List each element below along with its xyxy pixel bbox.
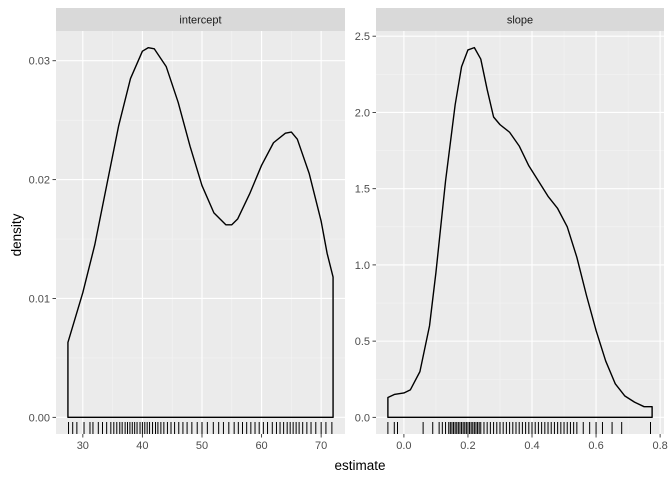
density-curve-intercept <box>67 46 334 419</box>
facet-slope: slope 0.0 0.2 0.4 0.6 0.8 0.0 0.5 1.0 1.5 2.0 2.5 <box>355 8 668 452</box>
panel-background-slope <box>376 31 664 434</box>
x-axis-title: estimate <box>334 458 385 473</box>
y-tick-label: 0.03 <box>29 56 50 68</box>
facet-intercept: intercept 30 40 50 60 70 0.00 0.01 0.02 0.03 <box>29 8 345 452</box>
strip-label-intercept: intercept <box>179 15 221 27</box>
panel-background-intercept <box>56 31 345 434</box>
x-tick-label: 40 <box>136 440 148 452</box>
y-tick-label: 1.5 <box>355 184 370 196</box>
density-curve-slope <box>387 46 653 419</box>
x-tick-label: 0.4 <box>524 440 539 452</box>
y-tick-label: 0.02 <box>29 175 50 187</box>
x-tick-label: 0.2 <box>460 440 475 452</box>
x-tick-label: 60 <box>255 440 267 452</box>
x-tick-label: 70 <box>315 440 327 452</box>
y-tick-label: 0.5 <box>355 336 370 348</box>
strip-label-slope: slope <box>507 15 533 27</box>
strip-slope <box>376 8 664 31</box>
x-tick-label: 30 <box>77 440 89 452</box>
y-tick-label: 1.0 <box>355 260 370 272</box>
x-tick-label: 0.0 <box>396 440 411 452</box>
y-axis-title: density <box>9 213 24 256</box>
y-tick-label: 2.0 <box>355 107 370 119</box>
y-tick-label: 0.00 <box>29 412 50 424</box>
y-tick-label: 0.01 <box>29 293 50 305</box>
y-tick-label: 2.5 <box>355 31 370 43</box>
x-tick-label: 0.8 <box>652 440 667 452</box>
strip-intercept <box>56 8 345 31</box>
x-tick-label: 0.6 <box>588 440 603 452</box>
y-tick-label: 0.0 <box>355 412 370 424</box>
x-tick-label: 50 <box>196 440 208 452</box>
